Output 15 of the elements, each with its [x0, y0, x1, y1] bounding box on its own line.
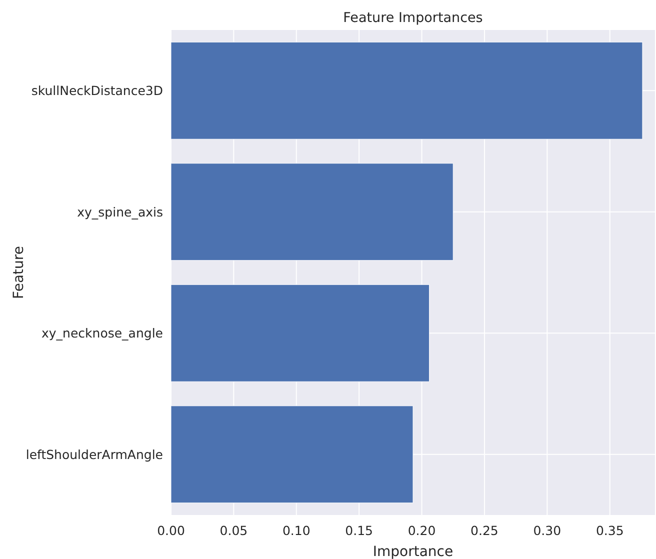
x-axis-title: Importance [372, 544, 454, 559]
x-tick-label: 0.10 [282, 523, 310, 538]
y-axis-title: Feature [11, 246, 27, 299]
x-tick-label: 0.35 [596, 523, 624, 538]
x-tick-label: 0.05 [220, 523, 248, 538]
x-tick-label: 0.20 [408, 523, 436, 538]
x-tick-label: 0.15 [345, 523, 374, 538]
y-tick-label: leftShoulderArmAngle [26, 446, 164, 462]
y-tick-label: xy_necknose_angle [42, 326, 164, 340]
x-tick-label: 0.25 [470, 523, 498, 538]
chart-title: Feature Importances [343, 10, 483, 26]
y-tick-label: xy_spine_axis [77, 204, 163, 220]
y-tick-label: skullNeckDistance3D [31, 83, 163, 98]
x-tick-label: 0.30 [533, 523, 562, 538]
x-tick-label: 0.00 [157, 523, 185, 538]
